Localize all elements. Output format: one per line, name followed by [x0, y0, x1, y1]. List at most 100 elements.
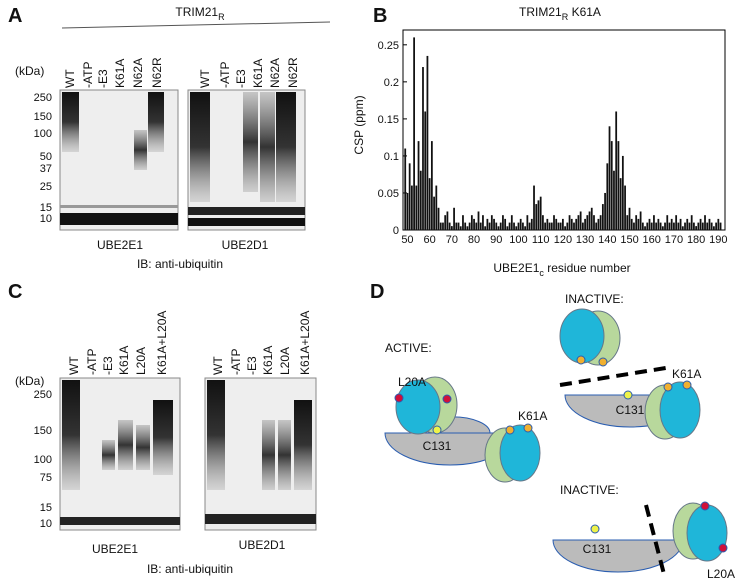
lane-label: WT	[198, 69, 212, 88]
bar	[415, 185, 418, 230]
band	[153, 400, 173, 475]
ring	[659, 381, 701, 439]
bar	[599, 215, 602, 230]
bar	[641, 222, 644, 230]
band	[190, 92, 210, 202]
blot-footer: IB: anti-ubiquitin	[137, 257, 223, 271]
blots	[59, 89, 306, 231]
marker-label: 250	[34, 92, 52, 104]
bar	[564, 226, 566, 230]
bar	[477, 211, 480, 230]
lane-label: K61A+L20A	[298, 311, 312, 375]
lane-label: K61A+L20A	[155, 311, 169, 375]
bar	[615, 111, 618, 230]
band	[262, 420, 275, 490]
bar	[648, 218, 651, 230]
band	[102, 440, 115, 470]
bar	[719, 222, 722, 230]
bar	[488, 222, 491, 230]
bar	[550, 222, 553, 230]
x-tick-label: 90	[490, 234, 502, 246]
band	[134, 130, 147, 170]
ring	[686, 504, 728, 562]
bar	[428, 178, 431, 230]
bar	[579, 211, 582, 230]
residue-label: C131	[423, 439, 452, 453]
bar	[706, 222, 709, 230]
site	[394, 393, 404, 403]
bar	[710, 222, 713, 230]
lane-label: -ATP	[218, 62, 232, 88]
band	[62, 380, 80, 490]
y-tick-label: 0.1	[384, 151, 399, 163]
bar	[426, 55, 429, 230]
bar	[490, 215, 493, 230]
bar	[548, 222, 551, 230]
site	[523, 423, 533, 433]
bar	[624, 185, 626, 230]
bar	[621, 155, 624, 230]
blot-footer: IB: anti-ubiquitin	[147, 562, 233, 576]
bar	[584, 218, 586, 230]
bar	[690, 215, 693, 230]
bar	[575, 218, 578, 230]
band	[148, 92, 164, 152]
residue-label: C131	[616, 403, 645, 417]
bar	[601, 204, 604, 230]
bar	[508, 222, 511, 230]
band	[118, 420, 133, 470]
bar	[704, 215, 706, 230]
bar	[517, 222, 520, 230]
panel-letter: B	[373, 5, 387, 27]
bar	[413, 37, 415, 230]
lane-label: -ATP	[229, 349, 243, 375]
bar	[546, 218, 549, 230]
plot-frame	[402, 29, 726, 231]
lane-label: WT	[211, 356, 225, 375]
bar	[646, 222, 649, 230]
bar	[581, 222, 584, 230]
bar	[439, 222, 442, 230]
bar	[466, 226, 469, 230]
bar	[699, 218, 702, 230]
band	[136, 425, 150, 470]
chart: 0 0.05 0.1 0.15 0.2 0.25 50 60 70 80 90 100 110 120 13…	[378, 37, 728, 246]
bar	[562, 218, 564, 230]
lane-label: N62R	[286, 57, 300, 88]
bar	[544, 222, 547, 230]
bar	[504, 218, 507, 230]
blot-label: UBE2E1	[92, 542, 138, 556]
panel-letter: A	[8, 5, 22, 27]
bar	[668, 222, 671, 230]
bar	[555, 218, 558, 230]
bar	[717, 218, 720, 230]
bar	[530, 218, 533, 230]
bar	[499, 222, 502, 230]
lane-label: K61A	[113, 59, 127, 88]
lane-label: L20A	[278, 347, 292, 375]
ring	[395, 379, 441, 435]
bar	[455, 222, 458, 230]
lane-label: -E3	[101, 356, 115, 375]
x-tick-label: 100	[509, 234, 527, 246]
marker-label: 15	[40, 202, 52, 214]
mutation-label: K61A	[672, 367, 701, 381]
bar	[528, 222, 531, 230]
bar	[661, 226, 664, 230]
x-tick-label: 70	[446, 234, 458, 246]
bar	[650, 222, 653, 230]
chart-title: TRIM21R K61A	[519, 5, 601, 22]
x-tick-label: 120	[554, 234, 572, 246]
state-label: INACTIVE:	[565, 292, 624, 306]
x-tick-label: 180	[687, 234, 705, 246]
bar	[666, 215, 669, 230]
x-axis-label: UBE2E1c residue number	[493, 261, 630, 278]
bar	[630, 218, 633, 230]
bar	[595, 222, 598, 230]
kda-label: (kDa)	[15, 64, 44, 78]
bar	[577, 215, 580, 230]
bar	[404, 148, 407, 230]
bar	[535, 204, 538, 230]
bar	[495, 222, 498, 230]
